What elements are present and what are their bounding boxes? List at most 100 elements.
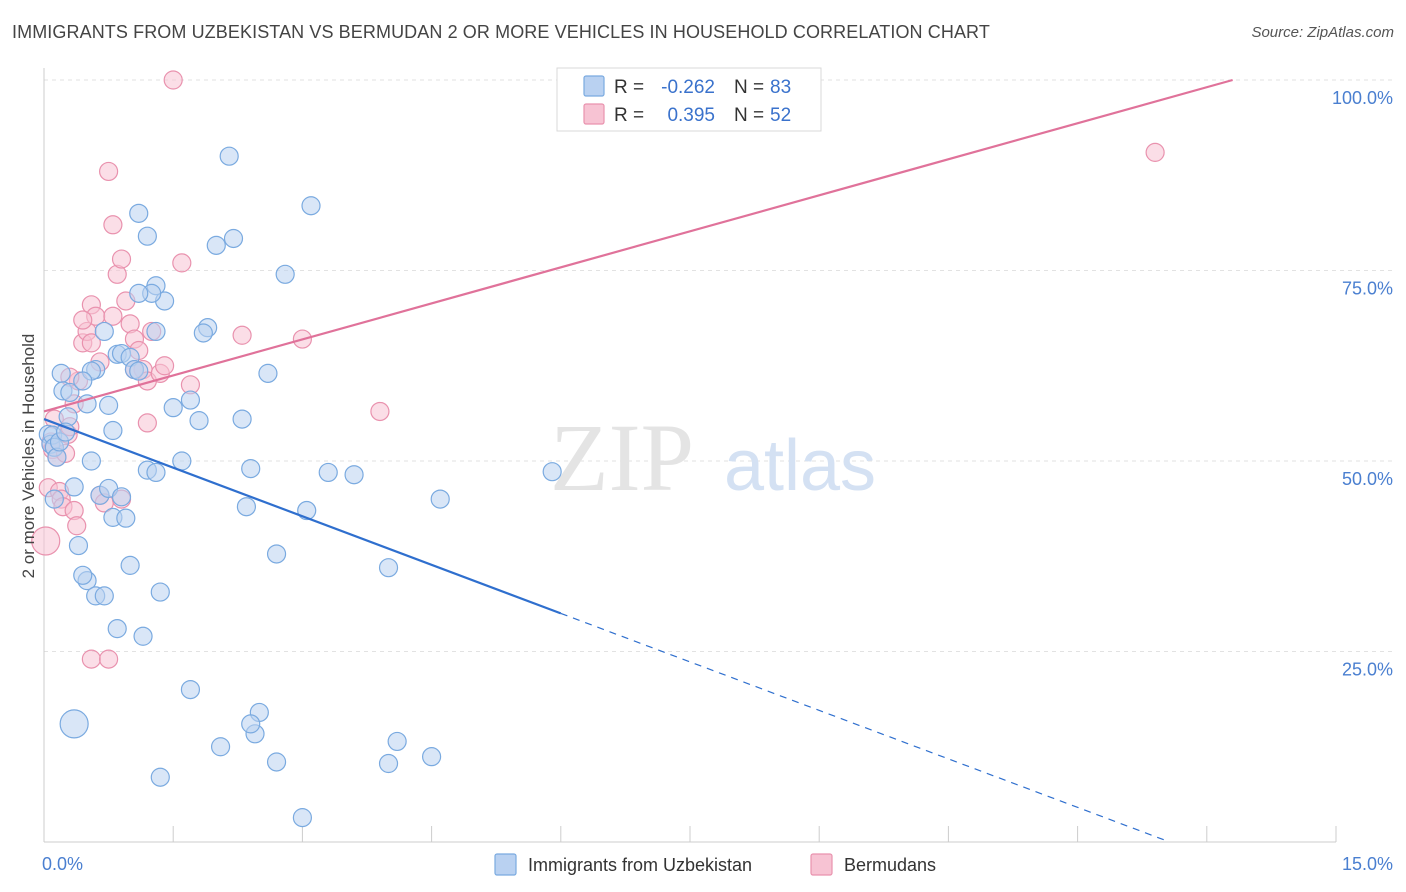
x-tick-label-max: 15.0%	[1342, 854, 1393, 874]
uzbekistan-point	[430, 489, 450, 509]
uzbekistan-point	[98, 395, 119, 415]
watermark: ZIP atlas	[550, 404, 876, 511]
uzbekistan-point	[180, 679, 201, 700]
bermudan-point	[103, 215, 123, 235]
bermudan-point	[163, 70, 183, 90]
bermudan-point	[31, 526, 61, 556]
uzbekistan-point	[150, 767, 170, 787]
trend-lines	[43, 78, 1233, 841]
uzbekistan-point	[241, 459, 261, 479]
gridlines	[44, 79, 1392, 652]
uzbekistan-point	[59, 709, 89, 739]
data-points	[31, 70, 1165, 828]
bermudan-point	[73, 310, 93, 330]
uzbekistan-point	[378, 558, 399, 578]
uzbekistan-point	[189, 411, 209, 431]
uzbekistan-point	[111, 487, 132, 507]
y-tick-label: 100.0%	[1332, 88, 1393, 108]
bermudan-point	[81, 649, 101, 669]
legend-swatch	[583, 103, 605, 125]
legend-r-label: R =	[614, 77, 644, 98]
bermudan-point	[154, 356, 175, 376]
series-legend-label: Immigrants from Uzbekistan	[528, 855, 752, 875]
uzbekistan-point	[258, 363, 278, 383]
y-axis-label: 2 or more Vehicles in Household	[19, 334, 38, 579]
watermark-zip: ZIP	[550, 404, 694, 511]
series-legend-swatch	[494, 853, 517, 876]
bermudan-point	[67, 516, 87, 536]
uzbekistan-point	[236, 497, 257, 517]
uzbekistan-point	[133, 626, 153, 646]
uzbekistan-point	[150, 582, 170, 602]
bermudan-trend-line	[43, 78, 1233, 413]
uzbekistan-point	[129, 283, 149, 303]
uzbekistan-point	[223, 228, 244, 249]
uzbekistan-point	[206, 235, 226, 255]
uzbekistan-point	[129, 203, 149, 223]
y-tick-label: 25.0%	[1342, 660, 1393, 680]
uzbekistan-point	[172, 451, 192, 471]
uzbekistan-point	[542, 462, 562, 482]
bermudan-point	[98, 161, 119, 182]
uzbekistan-point	[94, 586, 114, 606]
uzbekistan-point	[318, 462, 338, 483]
bermudan-point	[172, 253, 192, 273]
uzbekistan-point	[116, 508, 136, 528]
uzbekistan-point	[219, 146, 239, 166]
uzbekistan-point	[163, 398, 183, 418]
uzbekistan-point	[120, 555, 140, 575]
series-legend: Immigrants from Uzbekistan Bermudans	[494, 853, 936, 876]
uzbekistan-point	[60, 382, 80, 403]
uzbekistan-point	[103, 420, 123, 441]
uzbekistan-point	[64, 477, 84, 497]
bermudan-point	[1145, 142, 1165, 162]
chart-title: IMMIGRANTS FROM UZBEKISTAN VS BERMUDAN 2…	[12, 22, 990, 42]
uzbekistan-point	[73, 565, 93, 585]
series-legend-swatch	[810, 853, 833, 876]
bermudan-point	[103, 306, 123, 326]
uzbekistan-point	[275, 264, 295, 284]
uzbekistan-point	[241, 714, 261, 734]
uzbekistan-point	[81, 451, 101, 471]
legend-r-value: 0.395	[667, 105, 715, 126]
uzbekistan-point	[292, 808, 312, 828]
uzbekistan-point	[266, 752, 287, 772]
bermudan-point	[98, 649, 119, 669]
uzbekistan-point	[180, 390, 201, 410]
chart-source: Source: ZipAtlas.com	[1251, 24, 1394, 41]
uzbekistan-point	[94, 321, 114, 342]
uzbekistan-point	[77, 394, 97, 414]
uzbekistan-point	[107, 619, 127, 639]
uzbekistan-point	[193, 323, 213, 343]
uzbekistan-point	[51, 363, 71, 383]
uzbekistan-point	[55, 422, 76, 442]
legend-n-label: N =	[734, 77, 764, 98]
bermudan-point	[137, 413, 157, 433]
bermudan-point	[81, 333, 101, 353]
legend-n-label: N =	[734, 105, 764, 126]
uzbekistan-point	[68, 535, 89, 556]
uzbekistan-point	[146, 462, 166, 483]
legend-n-value: 52	[770, 105, 791, 126]
series-legend-label: Bermudans	[844, 855, 936, 875]
bermudan-point	[232, 325, 252, 345]
legend-r-value: -0.262	[661, 77, 715, 98]
uzbekistan-point	[73, 371, 93, 391]
x-tick-label-min: 0.0%	[42, 854, 83, 874]
legend-n-value: 83	[770, 77, 791, 98]
uzbekistan-point	[422, 747, 442, 767]
uzbekistan-point	[44, 489, 64, 509]
y-tick-label: 75.0%	[1342, 279, 1393, 299]
uzbekistan-point	[378, 753, 399, 774]
legend-swatch	[583, 75, 605, 97]
legend-r-label: R =	[614, 105, 644, 126]
watermark-atlas: atlas	[724, 426, 876, 506]
uzbekistan-point	[232, 409, 252, 429]
stats-legend: R = -0.262 N = 83 R = 0.395 N = 52	[556, 67, 822, 132]
bermudan-point	[370, 401, 390, 422]
uzbekistan-point	[387, 731, 407, 752]
uzbekistan-trend-line	[43, 418, 562, 615]
y-tick-label: 50.0%	[1342, 469, 1393, 489]
uzbekistan-point	[344, 465, 364, 485]
